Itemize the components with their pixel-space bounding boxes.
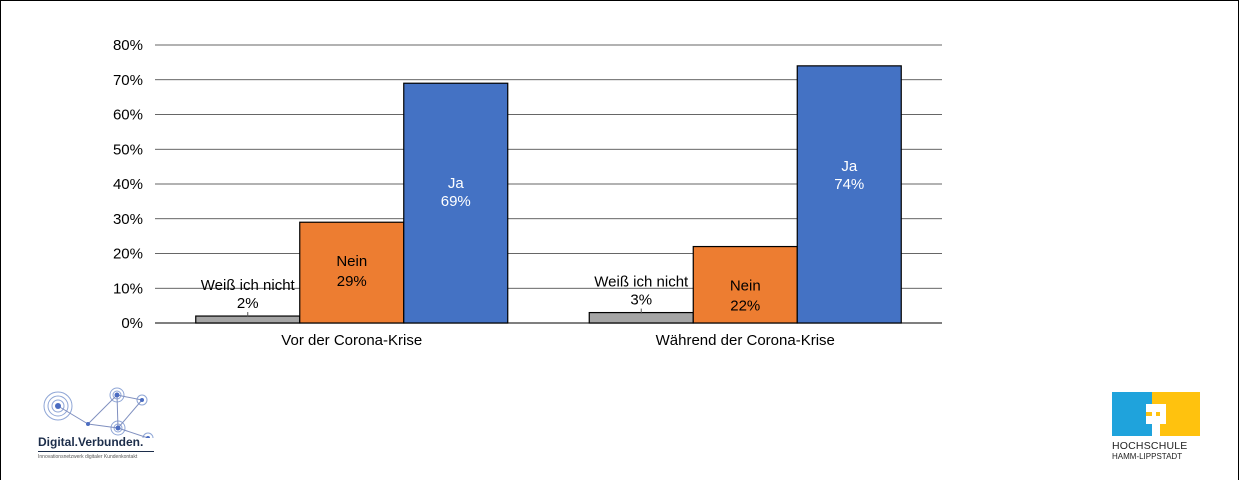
data-label-series: Nein: [336, 253, 367, 270]
data-label-series: Ja: [841, 158, 858, 175]
logo-underline: [38, 451, 154, 452]
data-label-series: Weiß ich nicht: [201, 277, 296, 294]
y-tick-label: 10%: [113, 280, 143, 297]
data-label-series: Ja: [448, 175, 465, 192]
x-tick-label: Vor der Corona-Krise: [281, 332, 422, 349]
y-tick-label: 20%: [113, 246, 143, 263]
y-tick-label: 50%: [113, 141, 143, 158]
bar-weiß-ich-nicht: [588, 311, 694, 324]
y-tick-label: 40%: [113, 176, 143, 193]
bar-ja: [403, 82, 509, 324]
digital-verbunden-logo: Digital.Verbunden. Innovationsnetzwerk d…: [34, 382, 164, 468]
data-label-value: 29%: [337, 273, 367, 290]
y-tick-labels: 0% 10% 20% 30% 40% 50% 60% 70% 80%: [113, 37, 143, 332]
logo-subtitle: HAMM-LIPPSTADT: [1112, 452, 1183, 461]
network-icon: [43, 387, 154, 438]
bar-nein: [692, 245, 798, 324]
y-tick-label: 0%: [121, 315, 143, 332]
bar-chart: 0% 10% 20% 30% 40% 50% 60% 70% 80% Weiß ich nich…: [113, 37, 942, 349]
data-label-value: 2%: [237, 295, 259, 312]
x-tick-label: Während der Corona-Krise: [656, 332, 835, 349]
bar-nein: [299, 221, 405, 324]
y-tick-label: 30%: [113, 211, 143, 228]
y-tick-label: 80%: [113, 37, 143, 54]
data-label-value: 74%: [834, 176, 864, 193]
y-tick-label: 60%: [113, 107, 143, 124]
logo-tagline: Innovationsnetzwerk digitaler Kundenkont…: [38, 454, 138, 460]
x-tick-labels: Vor der Corona-Krise Während der Corona-K…: [281, 332, 835, 349]
data-label-value: 69%: [441, 193, 471, 210]
bar-weiß-ich-nicht: [195, 315, 301, 324]
data-label-value: 22%: [730, 298, 760, 315]
logo-name: HOCHSCHULE: [1112, 440, 1188, 452]
plus-squares-icon: [1112, 392, 1200, 436]
data-label-series: Nein: [730, 278, 761, 295]
y-tick-label: 70%: [113, 72, 143, 89]
data-label-value: 3%: [630, 292, 652, 309]
logo-name: Digital.Verbunden.: [38, 435, 144, 449]
data-label-series: Weiß ich nicht: [594, 274, 689, 291]
hochschule-logo: HOCHSCHULE HAMM-LIPPSTADT: [1108, 390, 1204, 466]
bar-ja: [796, 65, 902, 324]
